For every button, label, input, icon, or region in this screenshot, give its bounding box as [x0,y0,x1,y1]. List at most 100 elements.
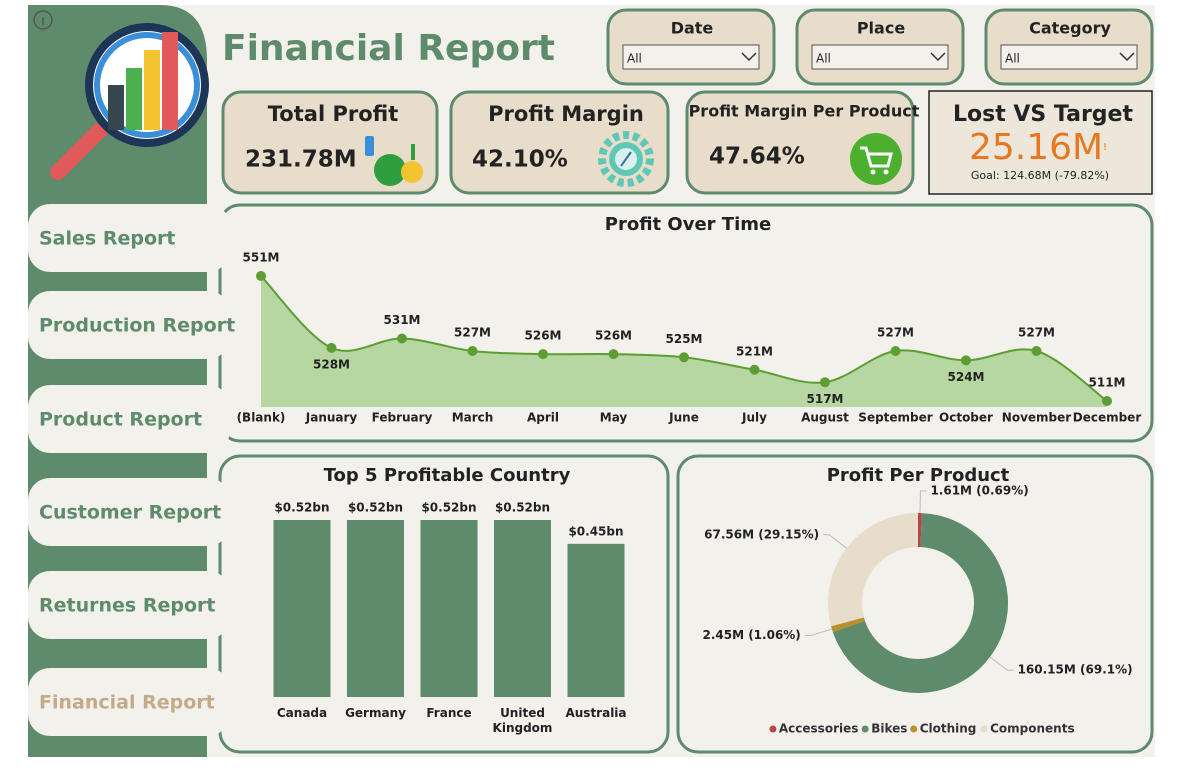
point [890,346,901,356]
x-tick-label-box: United Kingdom [492,706,553,735]
target-flag: ! [1103,142,1107,153]
data-label: 521M [736,344,773,358]
data-label: 527M [454,326,491,340]
kpi-value: 47.64% [709,144,805,170]
nav-label: Customer Report [39,502,221,524]
data-label: 526M [525,329,562,343]
dropdown[interactable] [811,44,949,70]
data-label: 2.45M (1.06%) [702,628,800,642]
x-tick-label: (Blank) [237,411,286,425]
page-title: Financial Report [222,28,555,69]
dropdown-value: All [1005,52,1020,66]
sidebar [28,5,207,757]
data-label: 511M [1089,376,1126,390]
data-label: $0.52bn [348,501,403,515]
x-tick-label: Germany [345,706,406,720]
dropdown[interactable] [622,44,760,70]
bar [567,543,625,697]
x-tick-label: August [801,411,849,425]
nav-label: Production Report [39,315,235,337]
target-goal: Goal: 124.68M (-79.82%) [971,169,1109,182]
data-label: 527M [1018,326,1055,340]
legend-label: Bikes [871,722,907,736]
dropdown-value: All [816,52,831,66]
nav-button[interactable] [28,571,230,639]
point [608,349,619,360]
kpi-value: 231.78M [245,147,357,173]
x-tick-label: March [452,411,494,425]
info-icon[interactable] [33,10,53,30]
data-label: $0.52bn [274,501,329,515]
gear-icon [598,131,654,187]
nav-label: Returnes Report [39,595,215,617]
nav-label: Product Report [39,409,202,431]
x-tick-label-box: Germany [345,706,406,720]
bar [420,520,478,697]
nav-button[interactable] [28,478,230,546]
data-label: 67.56M (29.15%) [704,527,819,541]
filter-label: Place [857,19,905,38]
donut-slice [832,513,1008,693]
x-tick-label: November [1002,411,1071,425]
legend-label: Accessories [779,722,859,736]
data-label: 525M [666,332,703,346]
point [467,346,478,356]
x-tick-label: June [668,411,699,425]
legend-label: Components [990,722,1075,736]
bar [273,520,331,697]
data-label: $0.52bn [421,501,476,515]
x-tick-label-box: Canada [277,706,327,720]
point [1102,396,1112,406]
chart-panel [676,454,1154,754]
filter-label: Category [1029,19,1111,38]
chart-title: Profit Over Time [605,214,771,235]
data-label: 551M [243,251,280,265]
cart-icon [850,133,902,185]
nav-button[interactable] [28,204,230,272]
donut-slice [828,513,918,627]
nav-label: Financial Report [39,692,215,714]
area [261,276,1107,407]
data-label: 531M [384,313,421,327]
x-tick-label: September [858,411,932,425]
dropdown-value: All [627,52,642,66]
data-label: 527M [877,326,914,340]
data-label: 160.15M (69.1%) [1018,663,1133,677]
point [749,364,760,375]
target-value: 25.16M [969,127,1103,168]
dropdown-arrow [741,52,757,62]
dropdown-arrow [930,52,946,62]
legend-swatch [769,725,777,733]
kpi-value: 42.10% [472,147,568,173]
legend-swatch [910,725,918,733]
legend-label: Clothing [920,722,977,736]
x-tick-label: United Kingdom [492,706,553,735]
bar [494,520,551,697]
nav-button[interactable] [28,668,230,736]
x-tick-label: December [1073,411,1142,425]
x-tick-label-box: Australia [565,706,626,720]
kpi-title: Profit Margin [488,102,644,126]
x-tick-label: October [939,411,993,425]
filter-label: Date [671,19,714,38]
nav-button[interactable] [28,291,230,359]
nav-button[interactable] [28,385,230,453]
data-label: 524M [948,370,985,384]
chart-title: Top 5 Profitable Country [324,465,571,486]
x-tick-label: July [741,411,767,425]
x-tick-label: January [305,411,358,425]
kpi-title: Profit Margin Per Product [689,102,920,121]
point [820,377,830,388]
bar [347,520,404,697]
leader-line [989,656,1014,671]
donut-slice [918,513,922,548]
dropdown[interactable] [1000,44,1138,70]
leader-line [804,628,833,636]
legend-swatch [980,725,988,733]
point [679,352,689,363]
data-label: 517M [807,392,844,406]
point [326,342,337,353]
data-label: $0.45bn [568,524,623,538]
legend-swatch [861,725,869,733]
